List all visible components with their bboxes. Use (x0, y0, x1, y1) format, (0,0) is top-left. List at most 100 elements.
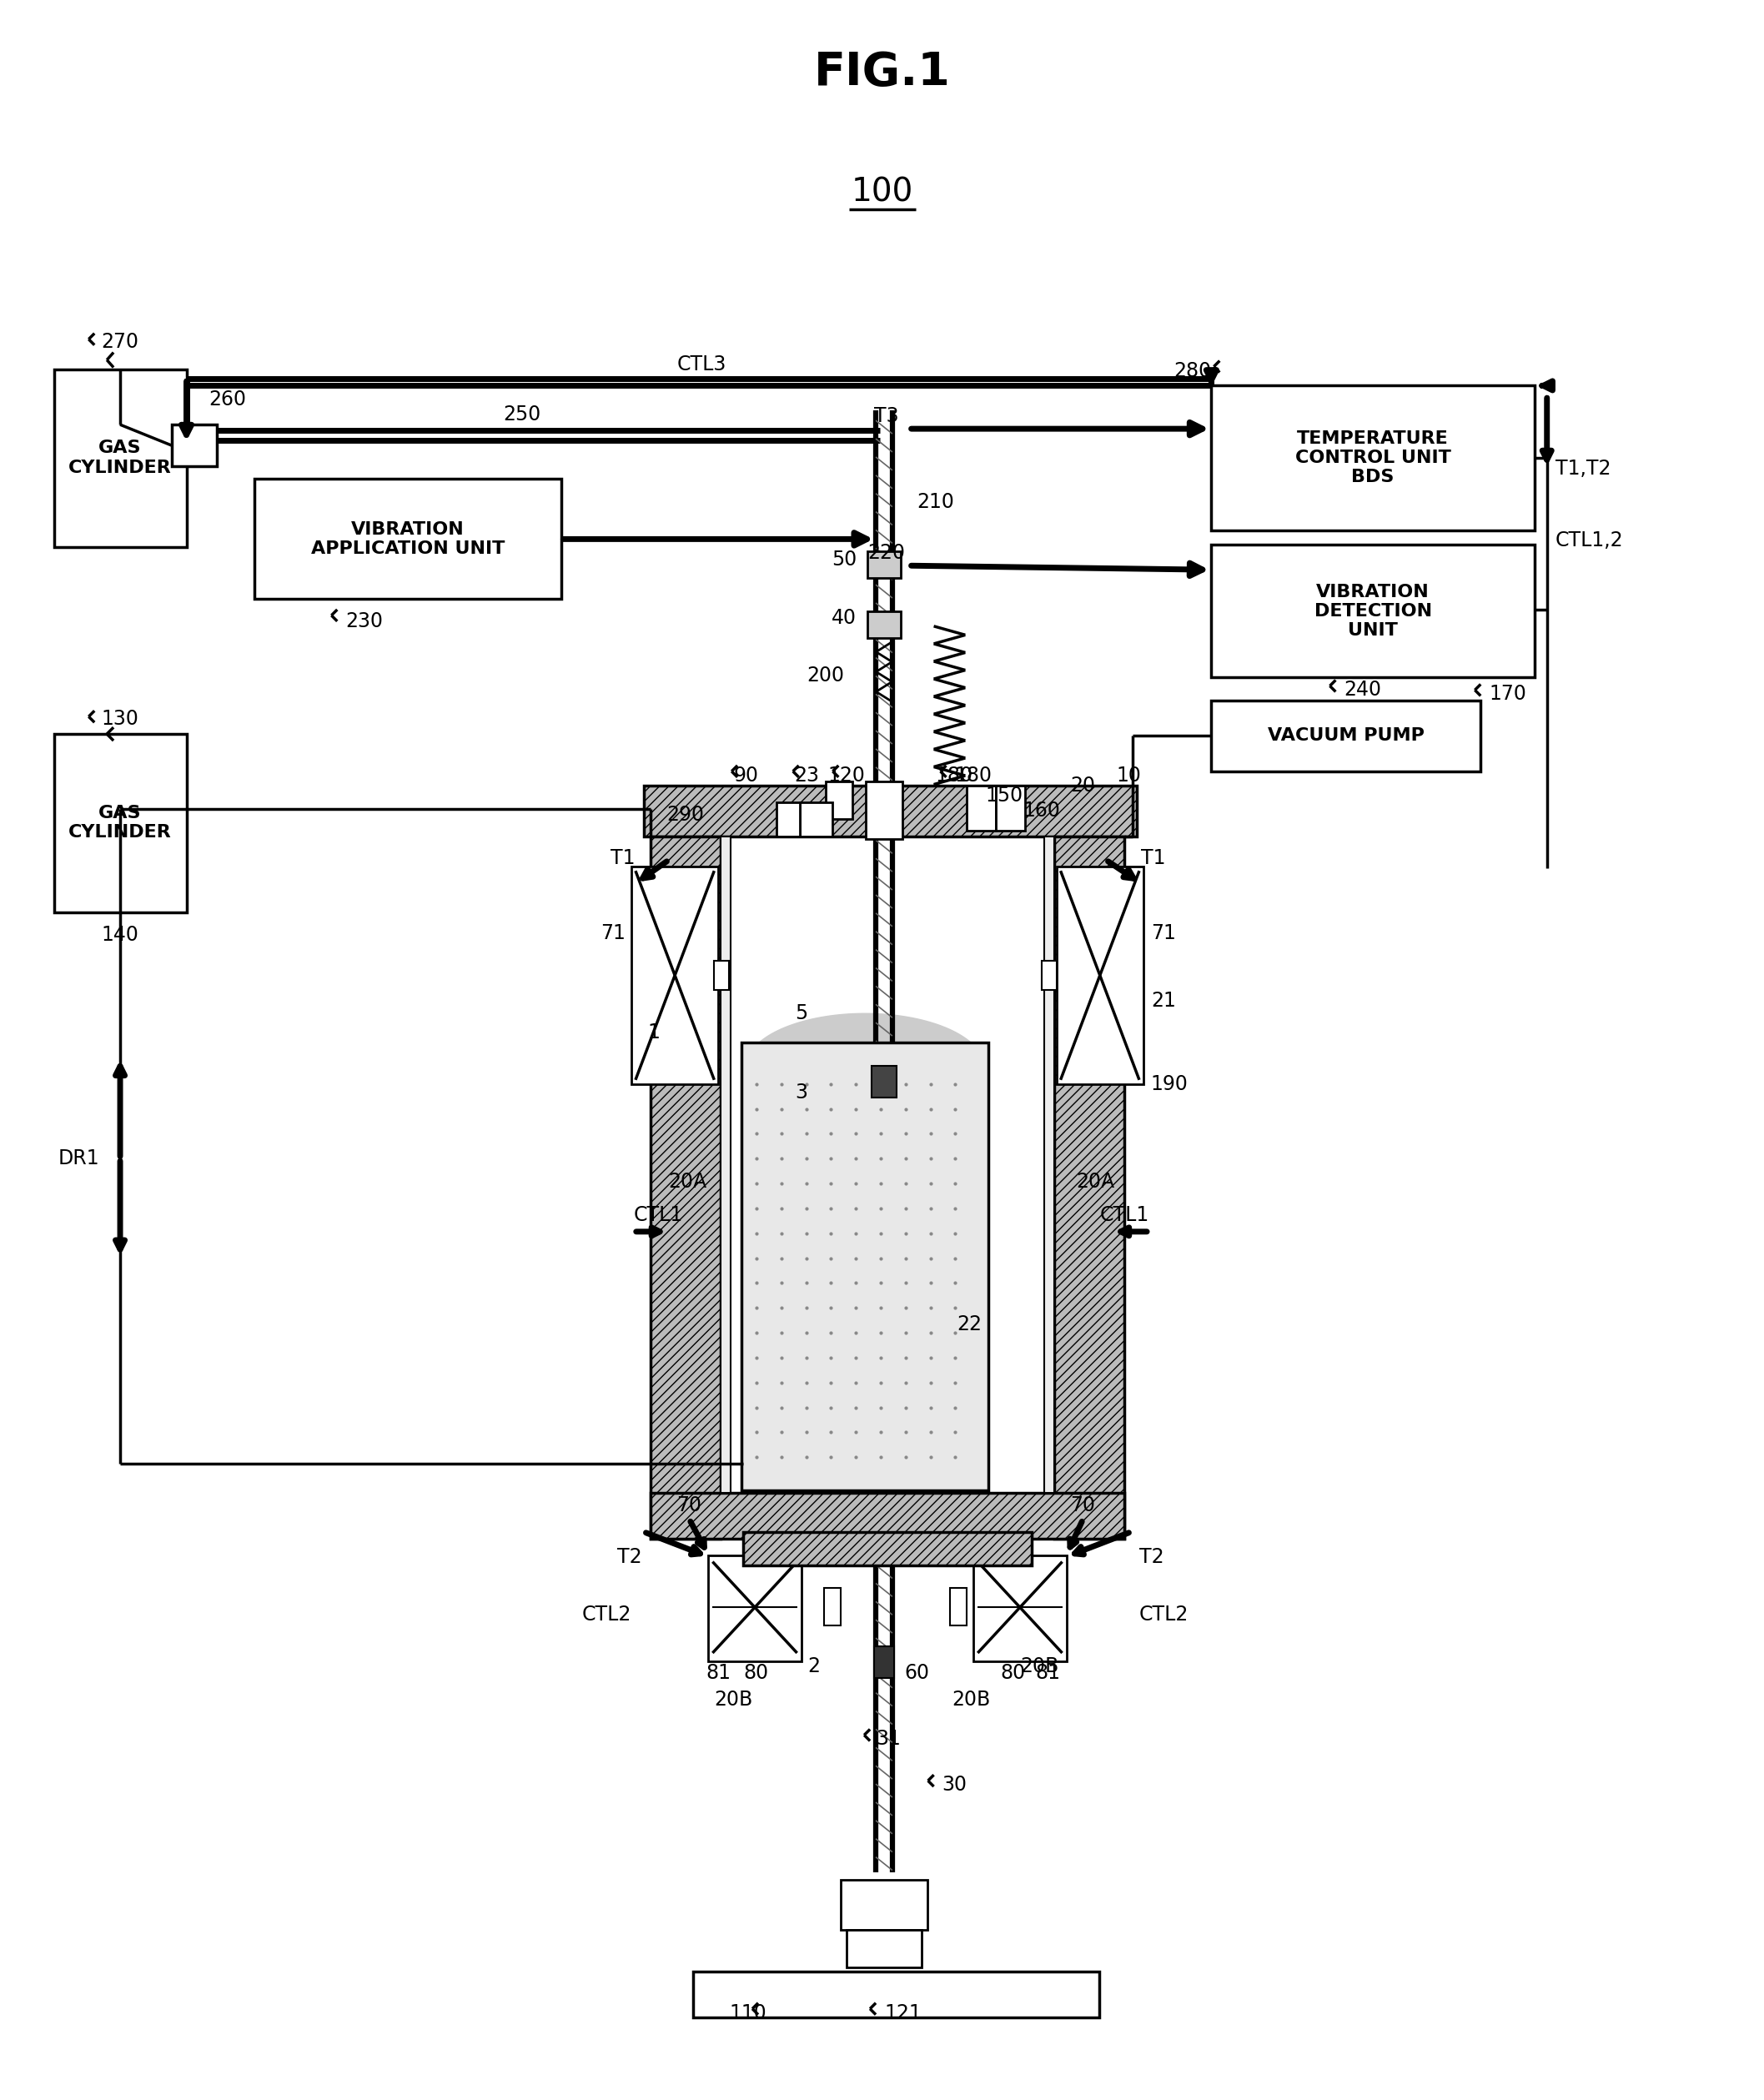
Text: CTL2: CTL2 (1140, 1604, 1189, 1625)
Text: 5: 5 (796, 1004, 808, 1023)
Bar (951, 1588, 967, 1625)
Text: 250: 250 (503, 405, 542, 424)
Bar (1057, 867, 1143, 1084)
Bar (1041, 960, 1057, 991)
Text: 81: 81 (706, 1663, 730, 1682)
Text: 100: 100 (852, 176, 914, 208)
Bar (651, 1493, 1124, 1539)
Text: 150: 150 (986, 785, 1023, 806)
Text: 160: 160 (1023, 800, 1060, 821)
Text: 31: 31 (875, 1728, 901, 1749)
Bar (254, 479, 561, 598)
Text: FIG.1: FIG.1 (813, 50, 951, 94)
Bar (1212, 386, 1535, 531)
Text: 290: 290 (667, 804, 704, 825)
Text: 80: 80 (1000, 1663, 1025, 1682)
Text: 20A: 20A (669, 1172, 707, 1193)
Bar (1044, 836, 1053, 1493)
Text: 20B: 20B (714, 1688, 753, 1709)
Text: 180: 180 (954, 766, 991, 785)
Bar (1053, 836, 1124, 1539)
Text: 2: 2 (808, 1657, 820, 1676)
Text: CTL1: CTL1 (633, 1205, 683, 1224)
Bar (875, 1646, 894, 1678)
Bar (55, 735, 187, 911)
Text: T3: T3 (875, 405, 900, 426)
Bar (841, 1880, 928, 1930)
Bar (55, 370, 187, 548)
Text: TEMPERATURE
CONTROL UNIT
BDS: TEMPERATURE CONTROL UNIT BDS (1295, 430, 1450, 485)
Text: 70: 70 (1071, 1495, 1095, 1516)
Bar (644, 785, 1136, 836)
Bar (868, 611, 901, 638)
Text: 121: 121 (884, 2003, 921, 2022)
Text: 23: 23 (794, 766, 820, 785)
Text: 20A: 20A (1076, 1172, 1115, 1193)
Text: T2: T2 (617, 1548, 642, 1567)
Text: DR1: DR1 (58, 1149, 99, 1170)
Text: 170: 170 (1489, 685, 1526, 704)
Bar (866, 781, 903, 840)
Bar (721, 836, 730, 1493)
Bar (826, 781, 852, 819)
Text: 60: 60 (905, 1663, 930, 1682)
Text: 260: 260 (208, 391, 247, 410)
Text: CTL1,2: CTL1,2 (1556, 531, 1623, 550)
Text: T2: T2 (1140, 1548, 1164, 1567)
Text: 30: 30 (942, 1774, 967, 1795)
Polygon shape (746, 1014, 984, 1067)
Text: 230: 230 (346, 611, 383, 632)
Bar (746, 1067, 984, 1485)
Text: 71: 71 (1150, 924, 1177, 943)
Text: T1: T1 (610, 848, 635, 869)
Text: 180: 180 (935, 766, 974, 785)
Text: VIBRATION
APPLICATION UNIT: VIBRATION APPLICATION UNIT (310, 521, 505, 556)
Text: 90: 90 (734, 766, 759, 785)
Bar (967, 785, 997, 832)
Text: 50: 50 (831, 550, 857, 569)
Text: 120: 120 (827, 766, 866, 785)
Text: 20B: 20B (953, 1688, 990, 1709)
Text: 71: 71 (600, 924, 626, 943)
Text: T1,T2: T1,T2 (1556, 458, 1611, 479)
Text: 20B: 20B (1021, 1657, 1058, 1676)
Text: 210: 210 (917, 491, 954, 512)
Bar (741, 1042, 988, 1491)
Text: 280: 280 (1173, 361, 1212, 380)
Bar (974, 1556, 1067, 1661)
Text: CTL1: CTL1 (1099, 1205, 1148, 1224)
Bar (868, 552, 901, 578)
Text: 40: 40 (831, 607, 857, 628)
Text: 240: 240 (1344, 680, 1381, 699)
Bar (743, 1531, 1032, 1564)
Text: GAS
CYLINDER: GAS CYLINDER (69, 439, 171, 477)
Bar (1212, 701, 1480, 771)
Text: 190: 190 (1150, 1073, 1189, 1094)
Bar (171, 424, 217, 466)
Text: 70: 70 (677, 1495, 702, 1516)
Text: T1: T1 (1141, 848, 1166, 869)
Bar (799, 802, 833, 836)
Bar (1212, 544, 1535, 678)
Text: 22: 22 (958, 1315, 983, 1334)
Bar (714, 960, 729, 991)
Bar (632, 867, 718, 1084)
Bar (776, 802, 799, 836)
Text: 220: 220 (868, 544, 905, 563)
Text: 1: 1 (647, 1023, 660, 1042)
Bar (651, 836, 721, 1539)
Text: CTL3: CTL3 (677, 355, 727, 374)
Bar (871, 1067, 896, 1098)
Text: CTL2: CTL2 (582, 1604, 632, 1625)
Text: VACUUM PUMP: VACUUM PUMP (1268, 727, 1425, 743)
Text: 21: 21 (1150, 991, 1177, 1010)
Bar (847, 1930, 921, 1968)
Bar (824, 1588, 841, 1625)
Text: VIBRATION
DETECTION
UNIT: VIBRATION DETECTION UNIT (1314, 584, 1432, 638)
Text: 3: 3 (796, 1082, 808, 1102)
Bar (997, 785, 1025, 832)
Text: 10: 10 (1117, 766, 1141, 785)
Text: 200: 200 (806, 666, 845, 687)
Text: 270: 270 (101, 332, 139, 351)
Text: 81: 81 (1035, 1663, 1060, 1682)
